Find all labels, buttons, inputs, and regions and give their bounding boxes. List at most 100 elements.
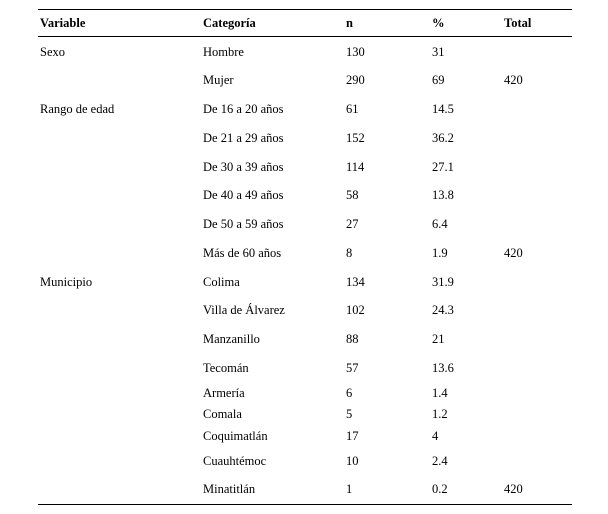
cell-n: 8	[346, 245, 353, 260]
cell-pct: 2.4	[432, 453, 448, 468]
header-pct: %	[430, 8, 502, 38]
cell-pct: 1.9	[432, 245, 448, 260]
cell-total: 420	[502, 475, 572, 506]
cell-pct: 21	[432, 332, 445, 347]
cell-n: 130	[346, 44, 365, 59]
cell-categoria: Coquimatlán	[203, 428, 268, 443]
cell-total	[502, 267, 572, 296]
cell-categoria: Cuauhtémoc	[203, 453, 267, 468]
table-row: Rango de edad De 16 a 20 años 61 14.5	[38, 95, 572, 124]
cell-n: 290	[346, 73, 365, 88]
cell-n: 88	[346, 332, 359, 347]
cell-total	[502, 296, 572, 325]
cell-variable: Rango de edad	[40, 102, 115, 117]
cell-pct: 1.4	[432, 385, 448, 400]
cell-total	[502, 181, 572, 210]
cell-n: 152	[346, 130, 365, 145]
cell-n: 61	[346, 102, 359, 117]
cell-pct: 13.6	[432, 360, 454, 375]
demographics-table: Variable Categoría n % Total Sexo Hombre 1…	[38, 8, 572, 506]
cell-n: 58	[346, 188, 359, 203]
cell-pct: 31	[432, 44, 445, 59]
header-categoria: Categoría	[201, 8, 344, 38]
cell-variable: Sexo	[40, 44, 65, 59]
cell-categoria: Mujer	[203, 73, 234, 88]
cell-n: 5	[346, 407, 353, 422]
cell-variable	[38, 181, 201, 210]
table-body: Sexo Hombre 130 31 Mujer 290 69 420 Rango de eda…	[38, 37, 572, 506]
table-row: Villa de Álvarez 102 24.3	[38, 296, 572, 325]
table-row: Municipio Colima 134 31.9	[38, 267, 572, 296]
cell-total	[502, 95, 572, 124]
cell-total: 420	[504, 73, 523, 88]
cell-total	[502, 354, 572, 383]
cell-categoria: Colima	[203, 274, 240, 289]
cell-variable	[38, 296, 201, 325]
table-row: De 50 a 59 años 27 6.4	[38, 210, 572, 239]
table-row: Sexo Hombre 130 31	[38, 37, 572, 66]
cell-variable	[38, 66, 201, 95]
cell-n: 57	[346, 360, 359, 375]
cell-variable	[38, 425, 201, 446]
cell-categoria: De 16 a 20 años	[203, 102, 284, 117]
cell-n: 1	[344, 475, 430, 506]
cell-total	[502, 325, 572, 354]
header-n: n	[344, 8, 430, 38]
cell-categoria: De 50 a 59 años	[203, 217, 284, 232]
cell-pct: 27.1	[432, 159, 454, 174]
cell-categoria: Villa de Álvarez	[203, 303, 285, 318]
cell-categoria: De 21 a 29 años	[203, 130, 284, 145]
cell-pct: 1.2	[432, 407, 448, 422]
table-row: Coquimatlán 17 4	[38, 425, 572, 446]
cell-pct: 69	[432, 73, 445, 88]
table-row: De 40 a 49 años 58 13.8	[38, 181, 572, 210]
table-row: Manzanillo 88 21	[38, 325, 572, 354]
cell-total	[502, 152, 572, 181]
cell-total	[502, 382, 572, 403]
cell-total	[502, 425, 572, 446]
table-row: Minatitlán 1 0.2 420	[38, 475, 572, 506]
cell-n: 17	[346, 428, 359, 443]
cell-categoria: Minatitlán	[201, 475, 344, 506]
cell-total	[502, 210, 572, 239]
cell-pct: 31.9	[432, 274, 454, 289]
cell-total: 420	[504, 245, 523, 260]
table-row: De 21 a 29 años 152 36.2	[38, 124, 572, 153]
cell-variable	[38, 124, 201, 153]
cell-variable	[38, 447, 201, 476]
cell-categoria: De 30 a 39 años	[203, 159, 284, 174]
cell-variable	[38, 382, 201, 403]
cell-pct: 6.4	[432, 217, 448, 232]
table-row: De 30 a 39 años 114 27.1	[38, 152, 572, 181]
table-row: Tecomán 57 13.6	[38, 354, 572, 383]
cell-categoria: Armería	[203, 385, 245, 400]
cell-categoria: Hombre	[203, 44, 244, 59]
cell-variable	[38, 404, 201, 425]
cell-pct: 13.8	[432, 188, 454, 203]
cell-pct: 4	[432, 428, 439, 443]
cell-total	[502, 404, 572, 425]
cell-variable	[38, 354, 201, 383]
cell-total	[502, 447, 572, 476]
cell-n: 134	[346, 274, 365, 289]
cell-n: 27	[346, 217, 359, 232]
cell-pct: 14.5	[432, 102, 454, 117]
cell-pct: 24.3	[432, 303, 454, 318]
cell-categoria: Más de 60 años	[203, 245, 282, 260]
table-header: Variable Categoría n % Total	[38, 8, 572, 38]
cell-pct: 36.2	[432, 130, 454, 145]
table-header-row: Variable Categoría n % Total	[38, 8, 572, 38]
cell-categoria: Comala	[203, 407, 242, 422]
cell-categoria: De 40 a 49 años	[203, 188, 284, 203]
table-row: Cuauhtémoc 10 2.4	[38, 447, 572, 476]
table-row: Más de 60 años 8 1.9 420	[38, 239, 572, 268]
cell-total	[502, 37, 572, 66]
cell-variable	[38, 152, 201, 181]
cell-variable	[38, 325, 201, 354]
cell-categoria: Manzanillo	[203, 332, 260, 347]
cell-n: 10	[346, 453, 359, 468]
cell-categoria: Tecomán	[203, 360, 249, 375]
cell-n: 102	[346, 303, 365, 318]
table-row: Comala 5 1.2	[38, 404, 572, 425]
